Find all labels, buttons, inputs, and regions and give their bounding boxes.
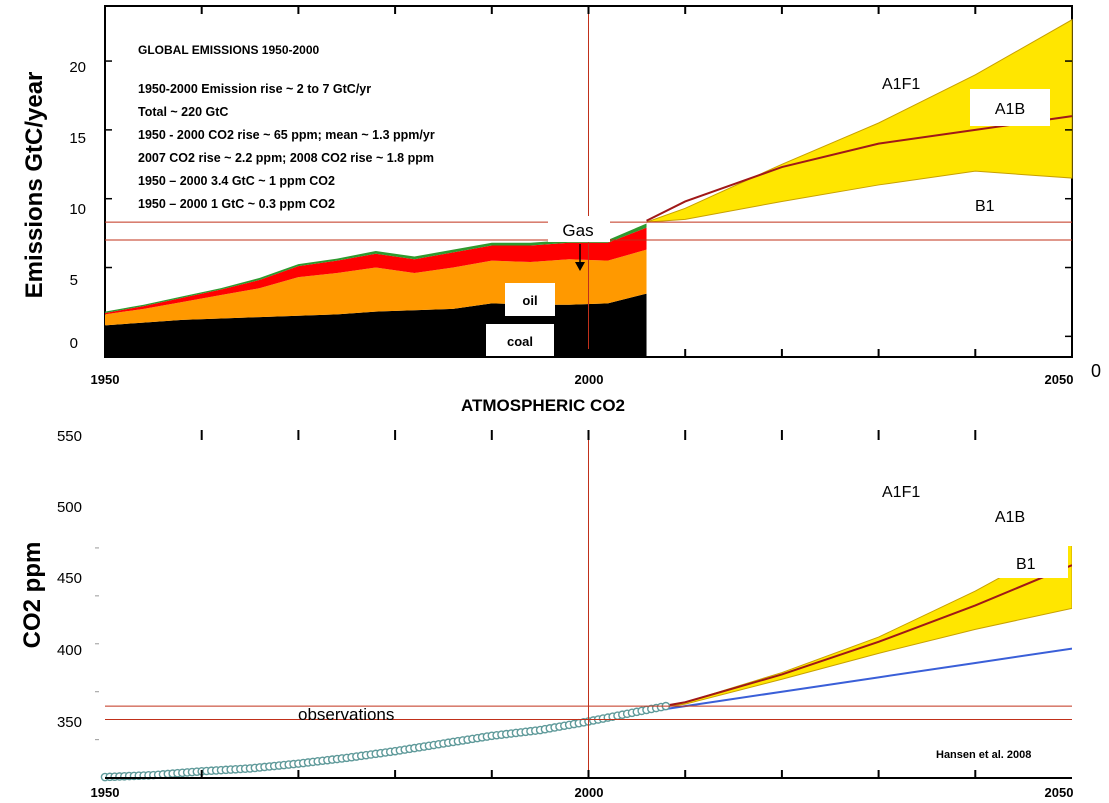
emissions-ytick-label: 5 <box>70 272 78 289</box>
co2-chart: ATMOSPHERIC CO2 350 400 450 500 550 1950… <box>19 396 1073 800</box>
emissions-scenario-band-layer <box>646 18 1073 223</box>
co2-scenario-label-a1b: A1B <box>995 509 1025 526</box>
co2-series-line-a1b <box>646 564 1072 710</box>
emissions-a1b-label-box <box>970 89 1050 126</box>
emissions-stray-label: 0 <box>1091 361 1101 381</box>
emissions-textbox-line: 1950 – 2000 1 GtC ~ 0.3 ppm CO2 <box>138 197 335 211</box>
emissions-textbox-line: Total ~ 220 GtC <box>138 105 228 119</box>
gas-area-label: Gas <box>562 221 593 240</box>
emissions-xtick-label: 2050 <box>1045 372 1074 387</box>
oil-area-label: oil <box>522 293 537 308</box>
emissions-y-axis-label: Emissions GtC/year <box>21 72 48 299</box>
co2-ytick-label: 450 <box>57 570 82 587</box>
emissions-scenario-label-b1: B1 <box>975 198 995 215</box>
co2-xtick-label: 2000 <box>575 785 604 800</box>
emissions-textbox-line: 2007 CO2 rise ~ 2.2 ppm; 2008 CO2 rise ~… <box>138 151 434 165</box>
emissions-series-layer <box>646 115 1073 222</box>
co2-ytick-label: 400 <box>57 642 82 659</box>
co2-b1-label-box <box>990 544 1068 578</box>
emissions-ytick-label: 15 <box>69 130 86 147</box>
stack-area-gas <box>105 227 647 315</box>
emissions-scenario-label-a1b: A1B <box>995 101 1025 118</box>
oil-label-box <box>505 283 555 316</box>
co2-ytick-label: 550 <box>57 428 82 445</box>
co2-y-axis-label: CO2 ppm <box>19 542 46 649</box>
co2-xtick-label: 1950 <box>91 785 120 800</box>
co2-ytick-label: 500 <box>57 499 82 516</box>
gas-arrow-head <box>575 262 585 271</box>
emissions-scenario-label-a1f1: A1F1 <box>882 76 920 93</box>
co2-scenario-label-a1f1: A1F1 <box>882 484 920 501</box>
coal-area-label: coal <box>507 334 533 349</box>
co2-credit: Hansen et al. 2008 <box>936 749 1031 761</box>
emissions-scenario-band <box>646 18 1073 223</box>
emissions-series-line-a1b <box>646 115 1073 222</box>
emissions-xtick-label: 1950 <box>91 372 120 387</box>
coal-label-box <box>486 324 554 356</box>
emissions-textbox-heading: GLOBAL EMISSIONS 1950-2000 <box>138 43 320 57</box>
co2-xtick-label: 2050 <box>1045 785 1074 800</box>
emissions-chart: 0 5 10 15 20 1950 2000 2050 0 Emissions … <box>21 5 1101 387</box>
co2-ytick-label: 350 <box>57 714 82 731</box>
emissions-textbox-line: 1950-2000 Emission rise ~ 2 to 7 GtC/yr <box>138 82 371 96</box>
co2-tick-marks <box>95 430 977 778</box>
stack-area-oil <box>105 249 647 326</box>
co2-chart-title: ATMOSPHERIC CO2 <box>461 396 625 415</box>
emissions-xtick-label: 2000 <box>575 372 604 387</box>
emissions-ytick-label: 10 <box>69 201 86 218</box>
emissions-ytick-label: 20 <box>69 59 86 76</box>
emissions-textbox-line: 1950 – 2000 3.4 GtC ~ 1 ppm CO2 <box>138 174 335 188</box>
emissions-textbox-line: 1950 - 2000 CO2 rise ~ 65 ppm; mean ~ 1.… <box>138 128 435 142</box>
observations-label: observations <box>298 705 394 724</box>
emissions-ytick-label: 0 <box>70 335 78 352</box>
co2-scenario-label-b1: B1 <box>1016 556 1036 573</box>
emissions-tick-marks <box>105 6 1072 357</box>
co2-reference-lines <box>105 430 1072 778</box>
gas-label-box <box>548 216 610 242</box>
co2-a1b-label-box <box>970 497 1050 535</box>
